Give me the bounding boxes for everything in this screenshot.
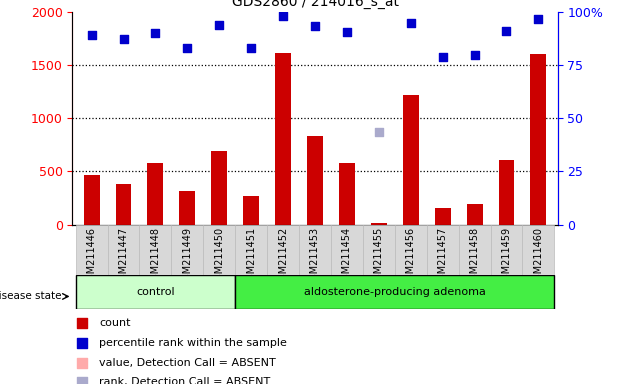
Bar — [76, 225, 108, 275]
Text: GSM211458: GSM211458 — [469, 227, 479, 286]
Bar — [108, 225, 139, 275]
Point — [310, 23, 320, 30]
Point — [118, 36, 129, 42]
Text: GSM211453: GSM211453 — [310, 227, 320, 286]
Point — [77, 379, 87, 384]
Point — [438, 54, 448, 60]
Bar — [467, 204, 483, 225]
Text: GSM211449: GSM211449 — [182, 227, 192, 286]
Point — [77, 319, 87, 326]
Bar — [171, 225, 203, 275]
Point — [182, 45, 192, 51]
Bar — [435, 208, 450, 225]
Point — [374, 129, 384, 135]
Bar — [331, 225, 363, 275]
Text: GSM211457: GSM211457 — [438, 227, 448, 286]
Text: percentile rank within the sample: percentile rank within the sample — [99, 338, 287, 348]
Bar — [530, 54, 546, 225]
Bar — [339, 163, 355, 225]
Bar — [395, 225, 427, 275]
Bar — [403, 94, 419, 225]
Bar — [235, 275, 554, 309]
Bar — [307, 136, 323, 225]
Title: GDS2860 / 214016_s_at: GDS2860 / 214016_s_at — [231, 0, 399, 9]
Bar — [147, 163, 163, 225]
Point — [77, 340, 87, 346]
Text: GSM211460: GSM211460 — [534, 227, 544, 286]
Bar — [427, 225, 459, 275]
Text: GSM211452: GSM211452 — [278, 227, 288, 286]
Text: GSM211446: GSM211446 — [86, 227, 96, 286]
Text: GSM211455: GSM211455 — [374, 227, 384, 286]
Point — [501, 28, 512, 34]
Point — [278, 13, 288, 19]
Bar — [211, 151, 227, 225]
Bar — [267, 225, 299, 275]
Bar — [491, 225, 522, 275]
Bar — [76, 275, 235, 309]
Text: control: control — [136, 287, 175, 297]
Bar — [275, 53, 291, 225]
Text: GSM211454: GSM211454 — [342, 227, 352, 286]
Text: GSM211447: GSM211447 — [118, 227, 129, 286]
Bar — [243, 196, 259, 225]
Bar — [498, 160, 515, 225]
Bar — [180, 190, 195, 225]
Text: GSM211448: GSM211448 — [151, 227, 161, 286]
Text: GSM211456: GSM211456 — [406, 227, 416, 286]
Bar — [115, 184, 132, 225]
Text: value, Detection Call = ABSENT: value, Detection Call = ABSENT — [99, 358, 276, 368]
Point — [342, 29, 352, 35]
Text: GSM211450: GSM211450 — [214, 227, 224, 286]
Bar — [459, 225, 491, 275]
Point — [77, 360, 87, 366]
Text: rank, Detection Call = ABSENT: rank, Detection Call = ABSENT — [99, 377, 270, 384]
Bar — [371, 222, 387, 225]
Text: aldosterone-producing adenoma: aldosterone-producing adenoma — [304, 287, 486, 297]
Point — [534, 16, 544, 22]
Point — [246, 45, 256, 51]
Bar — [522, 225, 554, 275]
Bar — [299, 225, 331, 275]
Bar — [139, 225, 171, 275]
Text: count: count — [99, 318, 130, 328]
Point — [214, 22, 224, 28]
Text: GSM211451: GSM211451 — [246, 227, 256, 286]
Bar — [235, 225, 267, 275]
Point — [469, 52, 479, 58]
Text: disease state: disease state — [0, 291, 62, 301]
Point — [86, 32, 96, 38]
Point — [151, 30, 161, 36]
Text: GSM211459: GSM211459 — [501, 227, 512, 286]
Bar — [84, 175, 100, 225]
Bar — [203, 225, 235, 275]
Point — [406, 20, 416, 26]
Bar — [363, 225, 395, 275]
